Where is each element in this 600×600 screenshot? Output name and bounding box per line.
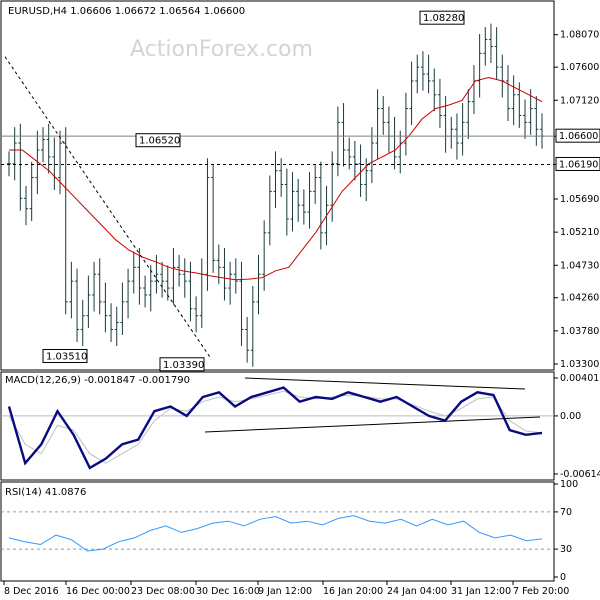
time-tick-label: 31 Jan 12:00 [451,586,511,597]
annotation-box [42,349,88,364]
time-tick-label: 16 Dec 00:00 [66,586,130,597]
rsi-tick-label: 70 [560,507,572,518]
time-axis: 8 Dec 2016 16 Dec 00:00 23 Dec 08:00 30 Dec… [3,581,569,597]
price-level-box [555,156,600,171]
price-tick-label: 1.05690 [560,194,599,205]
annotation-text: 1.06520 [139,136,180,147]
price-annotations: 1.03510 1.06520 1.03390 1.08280 [42,10,465,372]
moving-average-line [9,76,543,281]
price-tick-label: 1.03780 [560,326,599,337]
macd-tick-label: 0.004011 [560,373,600,384]
price-level-text: 1.06190 [559,159,598,170]
price-tick-label: 1.07120 [560,95,599,106]
time-tick-label: 16 Jan 20:00 [323,586,383,597]
price-tick-label: 1.08070 [560,30,599,41]
annotation-text: 1.03510 [46,352,87,363]
rsi-line [8,515,543,552]
macd-label: MACD(12,26,9) -0.001847 -0.001790 [5,375,190,386]
annotation-box [419,10,465,25]
price-level-box [555,128,600,143]
trend-line [4,56,211,358]
rsi-tick-label: 100 [560,479,578,490]
time-tick-label: 7 Feb 20:00 [513,586,569,597]
macd-tick-label: 0.00 [560,411,581,422]
macd-upper-trendline [244,377,526,390]
annotation-box [159,357,205,372]
rsi-panel: RSI(14) 41.0876 100 70 30 0 [0,479,578,583]
time-tick-label: 24 Jan 04:00 [387,586,447,597]
macd-lower-trendline [204,416,541,433]
rsi-label: RSI(14) 41.0876 [5,487,86,498]
time-tick-label: 8 Dec 2016 [4,586,59,597]
macd-panel: MACD(12,26,9) -0.001847 -0.001790 0.0040… [0,371,600,481]
rsi-panel-frame [0,481,555,582]
annotation-text: 1.08280 [423,13,464,24]
annotation-box [135,133,181,148]
price-level-labels: 1.06600 1.06190 [555,128,600,171]
price-axis: 1.08070 1.07600 1.07120 1.06600 1.06190 1.056… [554,30,599,370]
macd-tick-label: -0.006143 [560,469,600,480]
rsi-tick-label: 30 [560,544,572,555]
price-panel: ActionForex.com EURUSD,H4 1.06606 1.0667… [0,0,600,372]
price-tick-label: 1.03300 [560,359,599,370]
price-candles [7,23,544,367]
price-tick-label: 1.07600 [560,62,599,73]
rsi-tick-label: 0 [560,572,566,583]
time-tick-label: 30 Dec 16:00 [196,586,260,597]
price-tick-label: 1.04260 [560,293,599,304]
macd-axis: 0.004011 0.00 -0.006143 [554,373,600,480]
watermark: ActionForex.com [130,37,313,62]
chart-header: EURUSD,H4 1.06606 1.06672 1.06564 1.0660… [8,6,245,17]
annotation-text: 1.03390 [163,360,204,371]
rsi-axis: 100 70 30 0 [1,479,578,583]
time-tick-label: 23 Dec 08:00 [131,586,195,597]
price-level-text: 1.06600 [559,131,598,142]
price-tick-label: 1.05210 [560,227,599,238]
price-tick-label: 1.04730 [560,260,599,271]
time-tick-label: 9 Jan 12:00 [258,586,312,597]
macd-main-line [7,386,543,470]
